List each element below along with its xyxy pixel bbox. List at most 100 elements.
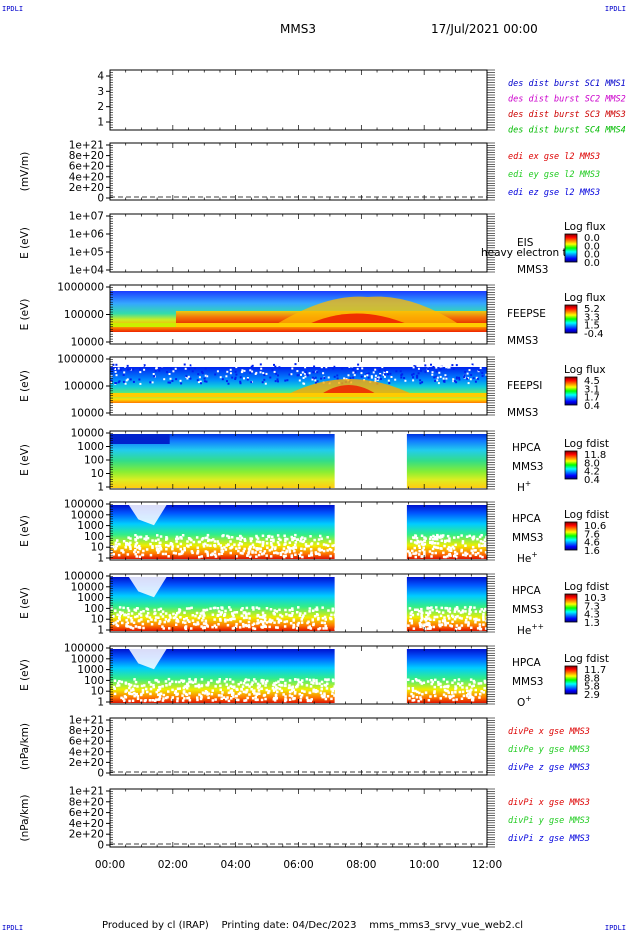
colorbar-tick: 0.0 [584, 233, 600, 244]
colorbar-title: Log flux [564, 292, 606, 304]
colorbar-tick: 11.7 [584, 665, 606, 676]
hpca_h-spectrogram [110, 434, 487, 488]
colorbar-tick: 5.8 [584, 682, 600, 693]
y-tick-label: 4e+20 [69, 171, 104, 183]
panel-frame [109, 142, 488, 201]
corner-label-bottom-left: IPDLI [2, 924, 24, 932]
colorbar-title: Log fdist [564, 581, 609, 593]
y-tick-label: 1000000 [57, 282, 104, 294]
colorbar-tick: 0.4 [584, 475, 600, 486]
x-tick-label: 08:00 [346, 859, 376, 871]
legend-entry: des dist burst SC2 MMS2 [508, 95, 626, 105]
colorbar-tick: 5.2 [584, 304, 600, 315]
legend-entry: des dist burst SC4 MMS4 [508, 126, 626, 136]
y-tick-label: 10 [91, 468, 104, 480]
colorbar-tick: 0.0 [584, 250, 600, 261]
colorbar-tick: 4.6 [584, 538, 600, 549]
y-tick-label: 100 [84, 531, 104, 543]
instrument-label: MMS3 [507, 335, 538, 347]
y-tick-label: 1000 [77, 664, 104, 676]
y-axis-label: E (eV) [19, 227, 31, 259]
colorbar-tick: 3.1 [584, 384, 600, 395]
y-tick-label: 2 [97, 101, 104, 113]
legend-entry: divPe x gse MMS3 [508, 727, 590, 737]
legend-entry: edi ez gse l2 MMS3 [508, 188, 600, 198]
y-tick-label: 100000 [64, 643, 104, 655]
colorbar-tick: 4.5 [584, 376, 600, 387]
colorbar-title: Log fdist [564, 438, 609, 450]
y-tick-label: 6e+20 [69, 807, 104, 819]
colorbar-tick: 7.6 [584, 529, 600, 540]
colorbar-tick: 0.4 [584, 401, 600, 412]
y-tick-label: 1e+21 [69, 140, 104, 152]
y-tick-label: 1e+06 [69, 229, 105, 241]
y-tick-label: 1000000 [57, 354, 104, 366]
species-label: H+ [517, 479, 531, 494]
y-tick-label: 2e+20 [69, 829, 104, 841]
colorbar-tick: 7.3 [584, 601, 600, 612]
instrument-label: MMS3 [517, 264, 548, 276]
panel-frame [109, 213, 488, 273]
legend-entry: edi ex gse l2 MMS3 [508, 152, 600, 162]
y-tick-label: 100000 [64, 571, 104, 583]
y-tick-label: 2e+20 [69, 757, 104, 769]
footer-produced-by: Produced by cl (IRAP) [102, 920, 209, 931]
colorbar-tick: 2.9 [584, 690, 600, 701]
legend-entry: divPi z gse MMS3 [508, 834, 590, 844]
colorbar-tick: 1.6 [584, 546, 600, 557]
instrument-label: HPCA [512, 657, 542, 669]
y-tick-label: 0 [97, 193, 104, 205]
colorbar-tick: 11.8 [584, 450, 606, 461]
y-tick-label: 10000 [71, 337, 104, 349]
y-tick-label: 1e+04 [69, 265, 105, 277]
instrument-label: HPCA [512, 585, 542, 597]
panel-eis: 1e+07 1e+06 1e+05 1e+04 E (eV) EIS MMS3 heavy e… [19, 211, 606, 277]
species-label: He+ [517, 550, 538, 565]
y-tick-label: 8e+20 [69, 150, 104, 162]
legend-entry: divPe y gse MMS3 [508, 745, 590, 755]
y-tick-label: 10 [91, 686, 104, 698]
y-tick-label: 10 [91, 614, 104, 626]
hpca_he-spectrogram [110, 505, 490, 559]
colorbar-title: Log flux [564, 221, 606, 233]
colorbar-tick: 10.3 [584, 593, 606, 604]
y-tick-label: 10000 [71, 428, 104, 440]
x-tick-label: 12:00 [472, 859, 502, 871]
instrument-label: EIS [517, 237, 534, 249]
instrument-label: MMS3 [512, 604, 543, 616]
y-tick-label: 10000 [71, 509, 104, 521]
y-axis-label: (nPa/km) [19, 723, 31, 770]
header-spacecraft: MMS3 [280, 22, 316, 36]
y-tick-label: 100 [84, 455, 104, 467]
y-tick-label: 1 [97, 697, 104, 709]
colorbar [564, 521, 578, 551]
y-tick-label: 1 [97, 482, 104, 494]
y-tick-label: 1e+07 [69, 211, 104, 223]
y-tick-label: 8e+20 [69, 796, 104, 808]
footer: Produced by cl (IRAP) Printing date: 04/… [102, 920, 523, 931]
colorbar-tick: 0.0 [584, 241, 600, 252]
legend-entry: divPi y gse MMS3 [508, 816, 590, 826]
y-tick-label: 3 [97, 86, 104, 98]
y-tick-label: 1e+21 [69, 715, 104, 727]
colorbar [564, 304, 578, 334]
corner-label-bottom-right: IPDLI [604, 924, 626, 932]
panel-frame [109, 788, 488, 848]
colorbar [564, 665, 578, 695]
y-tick-label: 8e+20 [69, 725, 104, 737]
y-tick-label: 6e+20 [69, 736, 104, 748]
y-tick-label: 4e+20 [69, 818, 104, 830]
y-tick-label: 0 [97, 840, 104, 852]
y-tick-label: 4e+20 [69, 746, 104, 758]
x-tick-label: 04:00 [221, 859, 251, 871]
corner-label-top-left: IPDLI [2, 5, 24, 13]
species-label: O+ [517, 694, 532, 709]
panel-feepse: 1000000 100000 10000 E (eV) FEEPSE MMS3 Log fl… [19, 282, 606, 349]
legend-entry: des dist burst SC1 MMS1 [508, 79, 626, 89]
overlay-text: heavy electron to [481, 247, 573, 259]
colorbar-tick: 8.0 [584, 458, 600, 469]
instrument-label: FEEPSE [507, 308, 546, 320]
